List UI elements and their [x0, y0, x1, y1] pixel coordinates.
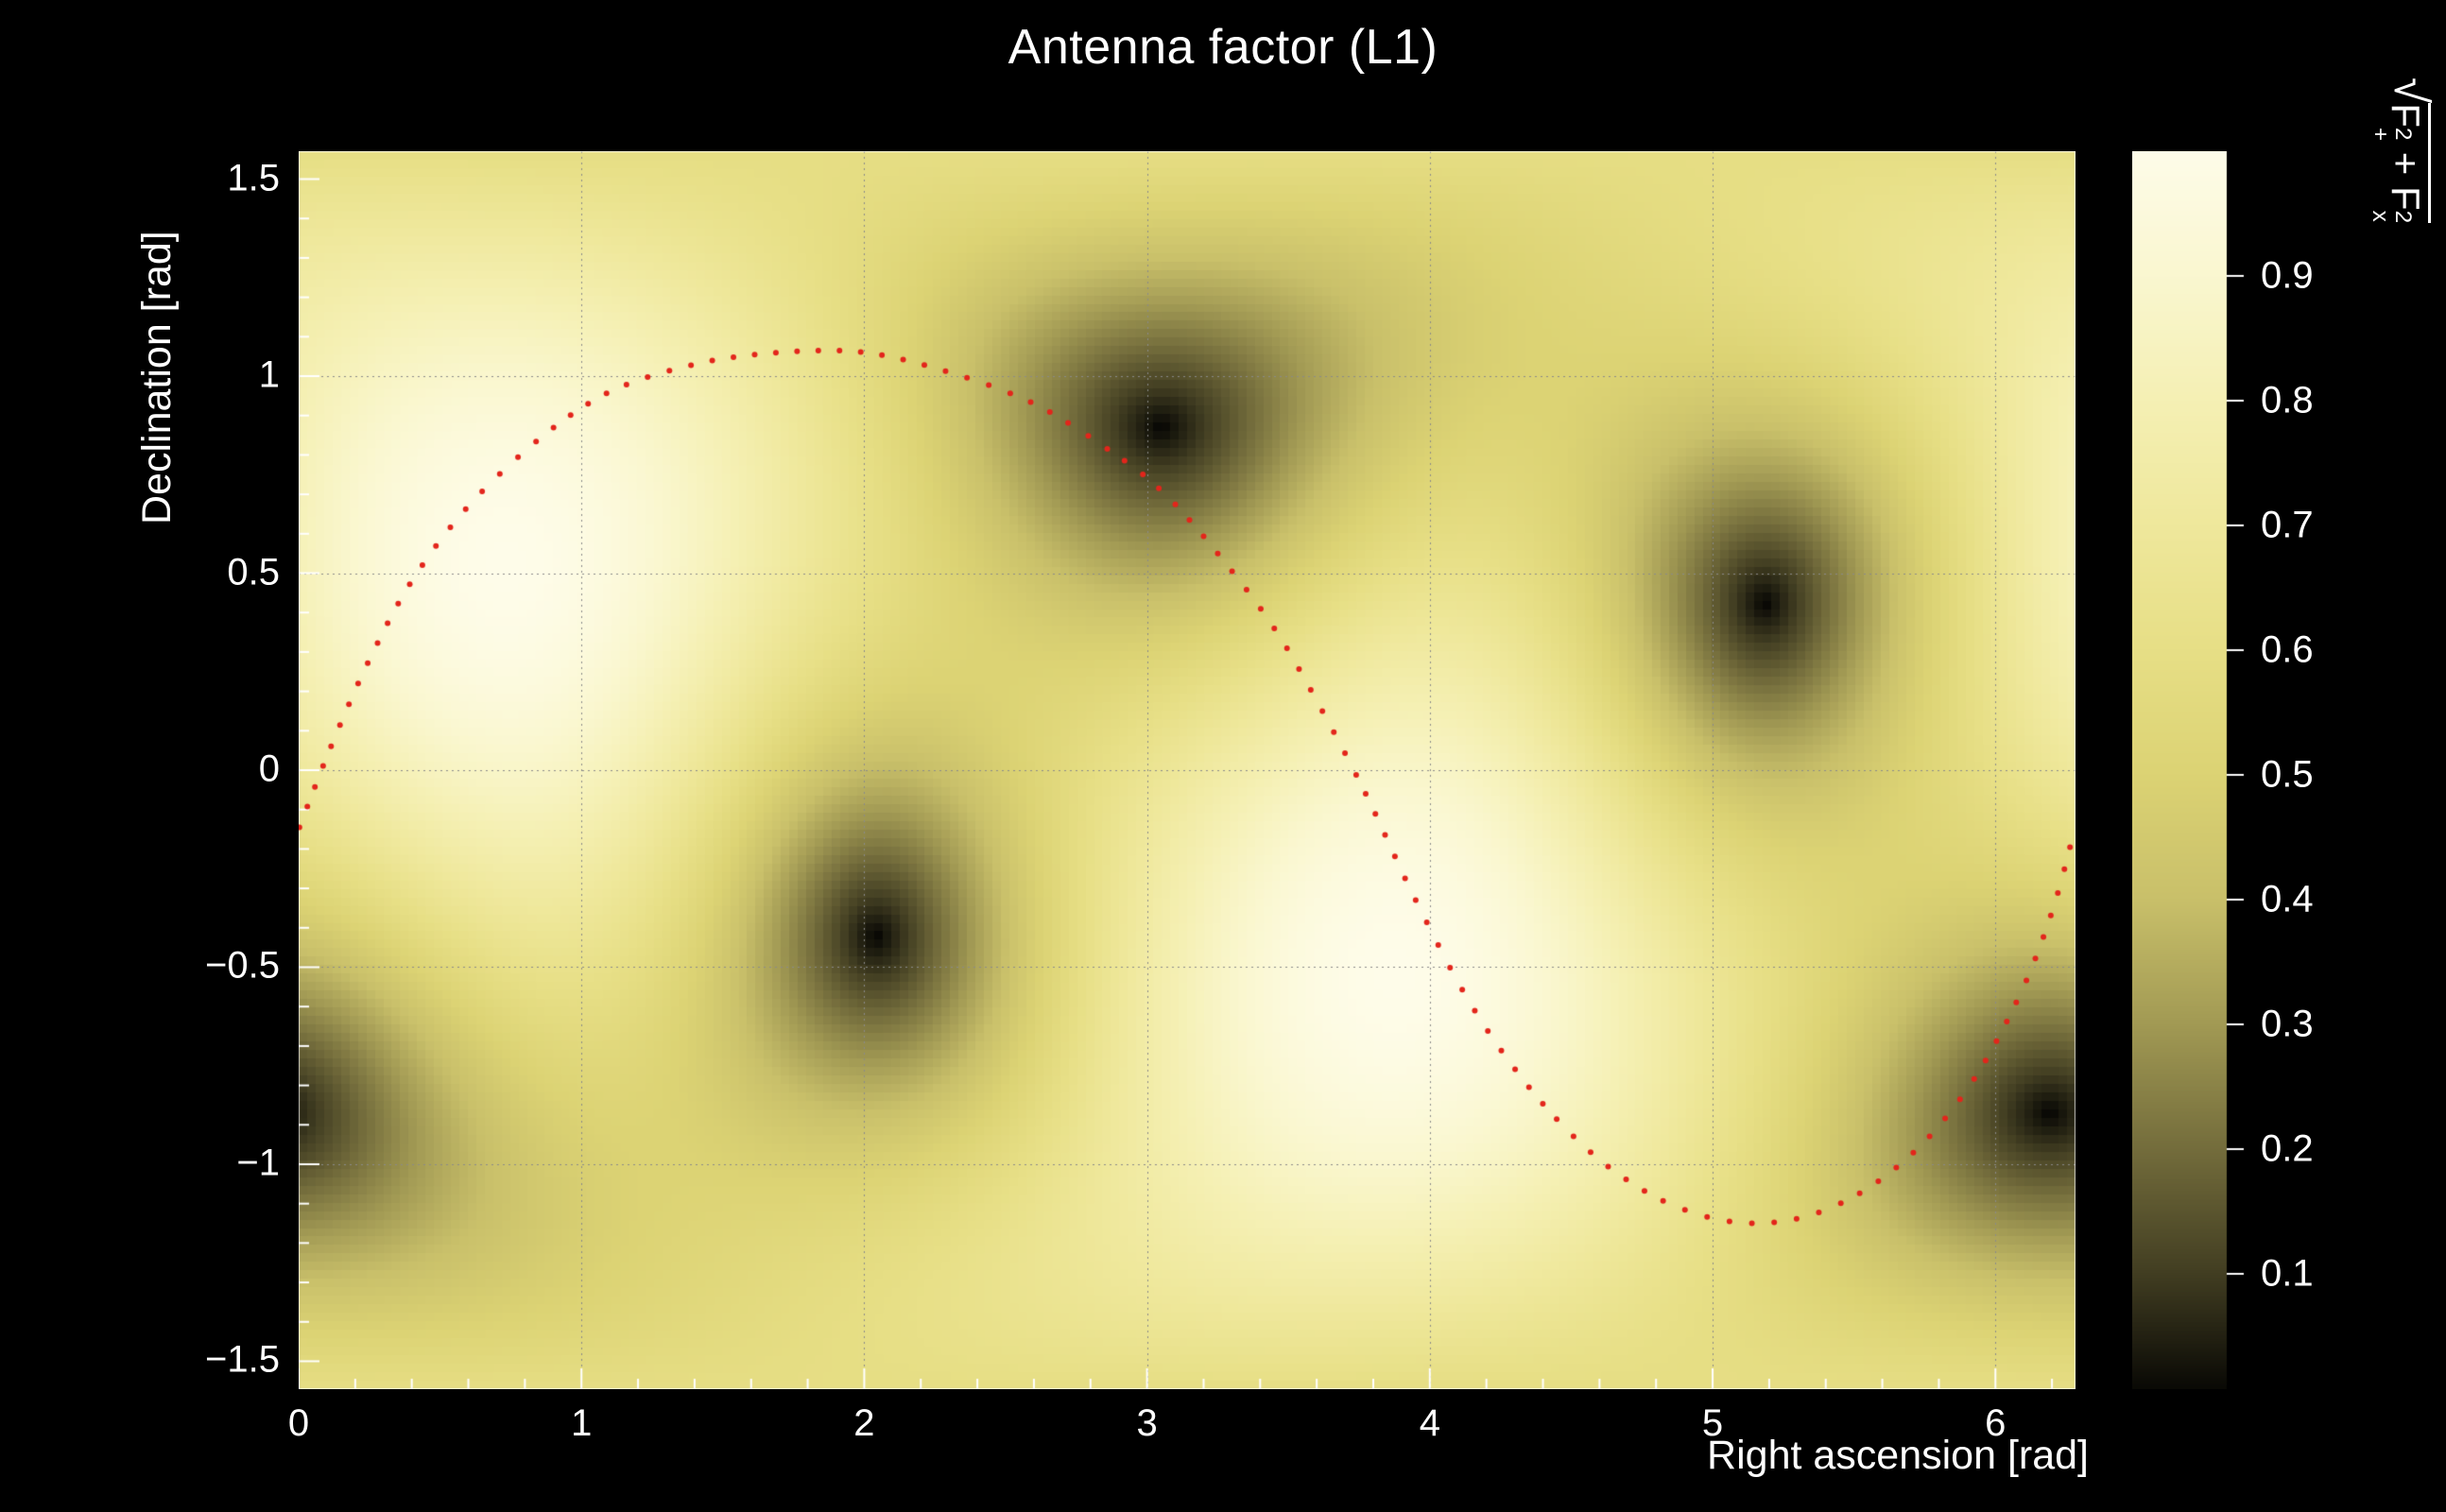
chart-title: Antenna factor (L1): [1008, 20, 1438, 75]
f-plus-subscript: +: [2368, 127, 2394, 142]
y-axis-title: Declination [rad]: [134, 231, 180, 524]
colorbar-tick-label: 0.3: [2261, 1003, 2314, 1045]
y-tick-label: −1: [236, 1142, 280, 1184]
x-tick-label: 2: [853, 1402, 875, 1444]
x-tick-label: 0: [287, 1402, 310, 1444]
colorbar-tick-label: 0.4: [2261, 878, 2314, 920]
y-tick-label: −0.5: [205, 945, 280, 988]
heatmap-plot-canvas: [299, 151, 2076, 1389]
x-tick-label: 4: [1419, 1402, 1440, 1444]
colorbar-tick-label: 0.1: [2261, 1252, 2314, 1295]
x-tick-label: 3: [1136, 1402, 1158, 1444]
f-cross-symbol: F: [2384, 185, 2428, 211]
colorbar-tick-label: 0.5: [2261, 753, 2314, 796]
colorbar-tick-label: 0.6: [2261, 628, 2314, 671]
f-plus-exponent: 2: [2389, 127, 2416, 141]
y-tick-label: −1.5: [205, 1339, 280, 1382]
f-cross-exponent: 2: [2389, 210, 2416, 224]
sqrt-radical-symbol: √: [2384, 77, 2437, 104]
colorbar-tick-label: 0.2: [2261, 1127, 2314, 1170]
colorbar-tick-label: 0.8: [2261, 379, 2314, 421]
colorbar-tick-label: 0.7: [2261, 504, 2314, 546]
colorbar-canvas: [2132, 151, 2246, 1389]
f-plus-symbol: F: [2384, 103, 2428, 128]
x-tick-label: 5: [1701, 1402, 1724, 1444]
plus-operator: +: [2384, 141, 2428, 186]
y-tick-label: 0: [258, 747, 280, 790]
x-tick-label: 1: [571, 1402, 593, 1444]
colorbar-tick-label: 0.9: [2261, 254, 2314, 297]
y-tick-label: 1.5: [227, 157, 280, 199]
y-tick-label: 1: [258, 353, 280, 396]
y-tick-label: 0.5: [227, 551, 280, 593]
x-tick-label: 6: [1985, 1402, 2007, 1444]
f-cross-subscript: x: [2368, 210, 2394, 222]
x-axis-title: Right ascension [rad]: [1707, 1433, 2089, 1478]
